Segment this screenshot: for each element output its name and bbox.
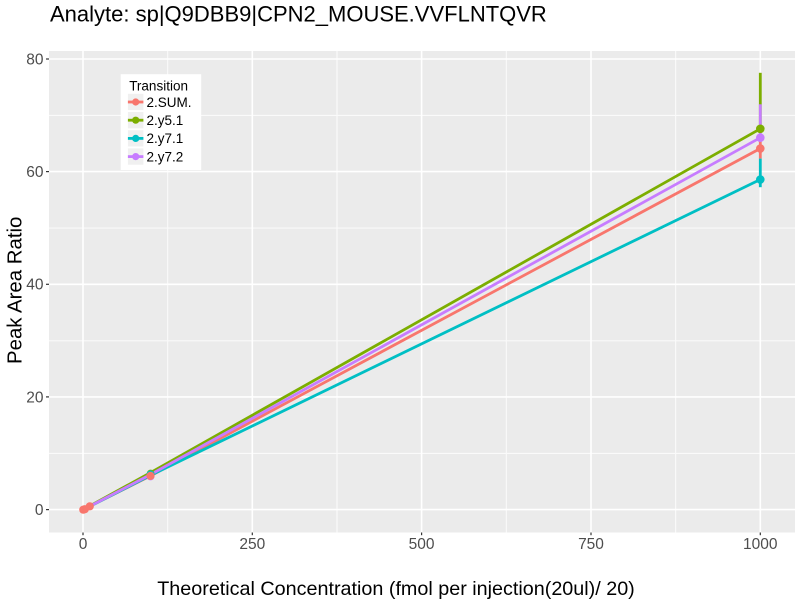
svg-text:Analyte: sp|Q9DBB9|CPN2_MOUSE.: Analyte: sp|Q9DBB9|CPN2_MOUSE.VVFLNTQVR <box>50 1 547 26</box>
svg-text:0: 0 <box>35 502 44 519</box>
svg-text:2.SUM.: 2.SUM. <box>147 95 192 110</box>
svg-text:40: 40 <box>26 277 44 294</box>
svg-text:2.y5.1: 2.y5.1 <box>147 113 184 128</box>
svg-text:0: 0 <box>79 536 88 553</box>
svg-text:2.y7.2: 2.y7.2 <box>147 149 184 164</box>
svg-text:250: 250 <box>239 536 265 553</box>
svg-text:20: 20 <box>26 389 44 406</box>
svg-text:Theoretical Concentration (fmo: Theoretical Concentration (fmol per inje… <box>157 578 635 600</box>
svg-text:60: 60 <box>26 164 44 181</box>
svg-text:2.y7.1: 2.y7.1 <box>147 131 184 146</box>
svg-text:Peak Area Ratio: Peak Area Ratio <box>4 217 26 364</box>
svg-text:80: 80 <box>26 51 44 68</box>
svg-text:750: 750 <box>578 536 604 553</box>
svg-text:500: 500 <box>409 536 435 553</box>
svg-text:1000: 1000 <box>743 536 778 553</box>
svg-text:Transition: Transition <box>129 79 188 94</box>
